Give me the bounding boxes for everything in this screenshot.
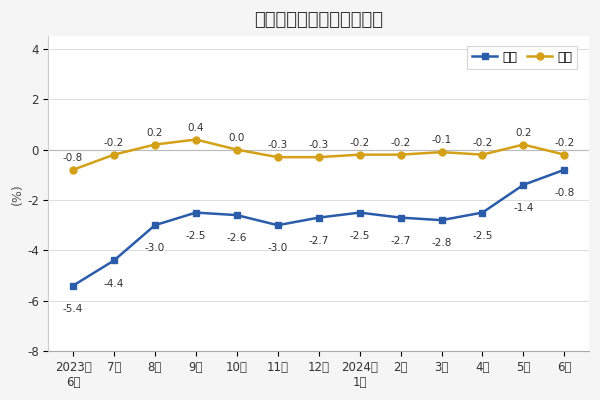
Text: -0.2: -0.2	[350, 138, 370, 148]
环比	[233, 147, 241, 152]
Text: -2.6: -2.6	[227, 233, 247, 243]
同比	[397, 215, 404, 220]
环比	[315, 155, 322, 160]
Text: -0.1: -0.1	[431, 135, 452, 145]
Text: -2.8: -2.8	[431, 238, 452, 248]
同比	[315, 215, 322, 220]
Text: -0.8: -0.8	[554, 188, 574, 198]
同比	[192, 210, 199, 215]
Text: -2.5: -2.5	[349, 231, 370, 241]
Text: -4.4: -4.4	[104, 278, 124, 288]
同比	[561, 167, 568, 172]
环比	[479, 152, 486, 157]
环比	[70, 167, 77, 172]
同比	[233, 213, 241, 218]
Text: -0.2: -0.2	[554, 138, 574, 148]
环比	[438, 150, 445, 154]
环比	[192, 137, 199, 142]
Text: 0.2: 0.2	[146, 128, 163, 138]
Text: 0.4: 0.4	[188, 122, 204, 132]
Text: -5.4: -5.4	[63, 304, 83, 314]
同比	[110, 258, 118, 263]
Text: -0.8: -0.8	[63, 153, 83, 163]
Text: -3.0: -3.0	[268, 243, 288, 253]
Text: -2.7: -2.7	[391, 236, 411, 246]
Title: 工业生产者出厂价格涨跌幅: 工业生产者出厂价格涨跌幅	[254, 11, 383, 29]
同比	[520, 182, 527, 187]
Line: 环比: 环比	[70, 136, 568, 173]
环比	[397, 152, 404, 157]
同比	[70, 283, 77, 288]
Text: -0.2: -0.2	[104, 138, 124, 148]
同比	[274, 223, 281, 228]
Text: -0.3: -0.3	[308, 140, 329, 150]
Text: -1.4: -1.4	[513, 203, 533, 213]
环比	[274, 155, 281, 160]
环比	[356, 152, 363, 157]
Text: -2.5: -2.5	[472, 231, 493, 241]
Text: -0.2: -0.2	[391, 138, 410, 148]
Y-axis label: (%): (%)	[11, 183, 24, 204]
同比	[151, 223, 158, 228]
Text: -0.2: -0.2	[472, 138, 493, 148]
Text: 0.0: 0.0	[229, 133, 245, 143]
同比	[438, 218, 445, 222]
环比	[520, 142, 527, 147]
Text: -3.0: -3.0	[145, 243, 165, 253]
Text: 0.2: 0.2	[515, 128, 532, 138]
同比	[356, 210, 363, 215]
Line: 同比: 同比	[70, 166, 568, 289]
环比	[561, 152, 568, 157]
环比	[151, 142, 158, 147]
同比	[479, 210, 486, 215]
Text: -2.7: -2.7	[308, 236, 329, 246]
Text: -0.3: -0.3	[268, 140, 288, 150]
环比	[110, 152, 118, 157]
Legend: 同比, 环比: 同比, 环比	[467, 46, 577, 69]
Text: -2.5: -2.5	[185, 231, 206, 241]
